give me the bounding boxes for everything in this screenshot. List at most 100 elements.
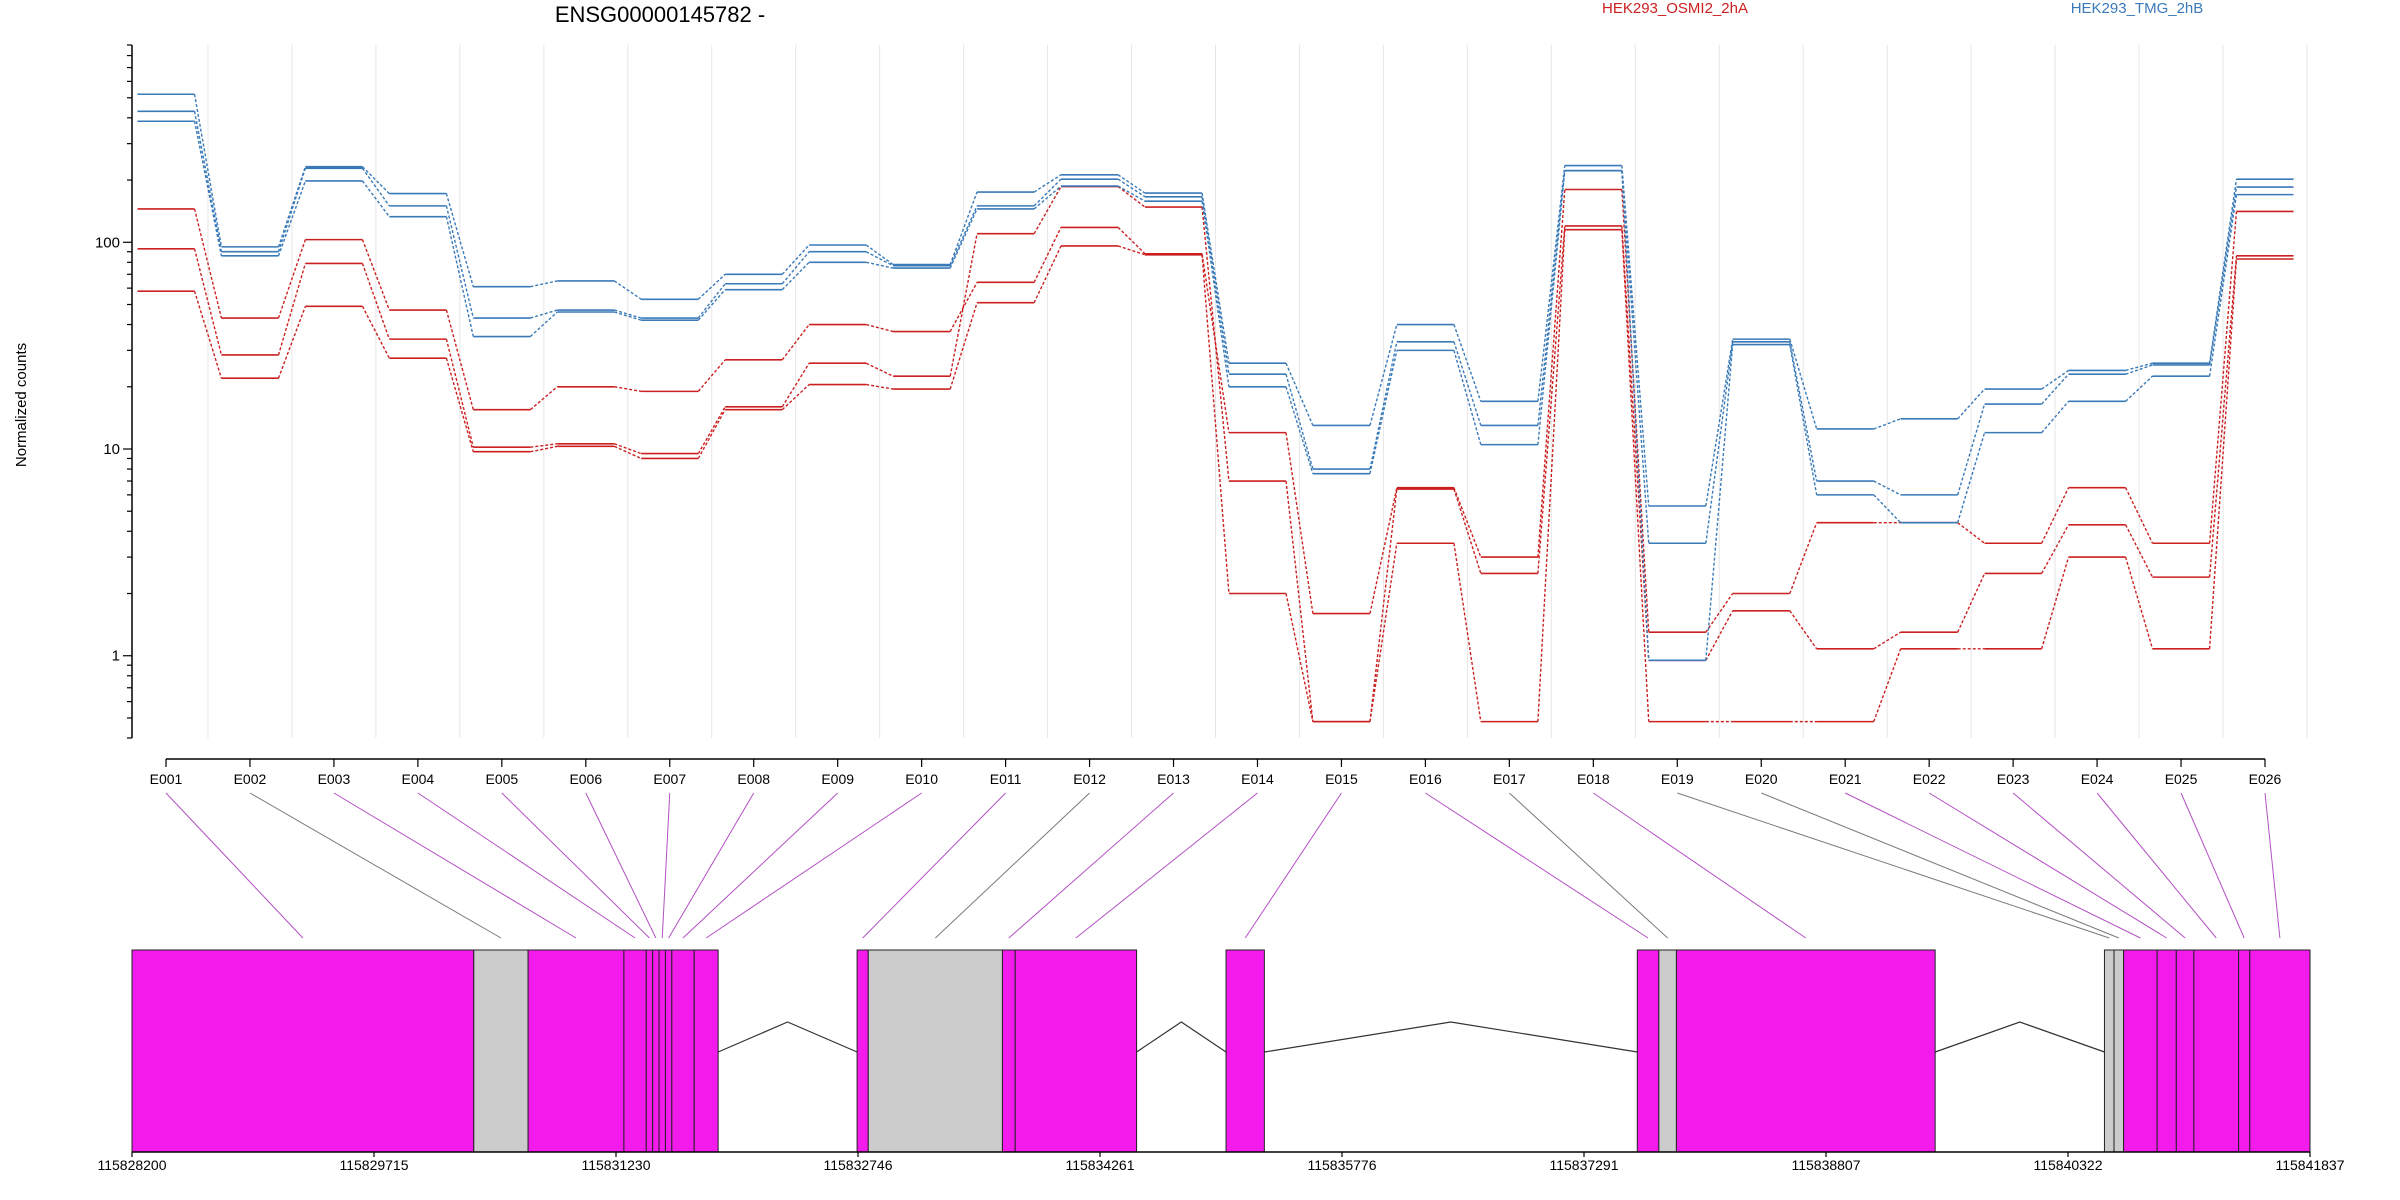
coordinate-axis: 115828200 115829715 115831230 115832746 1158… bbox=[97, 1151, 2345, 1173]
series-connector bbox=[445, 338, 474, 448]
series-connector bbox=[530, 443, 558, 448]
series-connector bbox=[781, 244, 810, 275]
connector-E001 bbox=[165, 792, 304, 939]
series-connector bbox=[2124, 556, 2154, 650]
series-connector bbox=[1453, 324, 1482, 402]
series-connector bbox=[613, 280, 642, 300]
series-connector bbox=[1117, 185, 1146, 208]
exon-bin-E018 bbox=[1675, 949, 1936, 1153]
series-connector bbox=[277, 239, 307, 319]
x-tick-label-E022: E022 bbox=[1913, 771, 1946, 787]
series-connector bbox=[949, 302, 978, 390]
coord-label: 115835776 bbox=[1307, 1157, 1376, 1173]
series-connector bbox=[1285, 480, 1314, 722]
connector-E017 bbox=[1509, 792, 1668, 939]
series-connector bbox=[1957, 522, 1985, 544]
series-connector bbox=[2208, 258, 2238, 649]
series-connector bbox=[361, 166, 390, 195]
exon-bin-E019 bbox=[2103, 949, 2115, 1153]
legend-entry-osmi2: HEK293_OSMI2_2hA bbox=[1602, 0, 1748, 17]
series-connector bbox=[1285, 362, 1314, 426]
series-connector bbox=[1873, 494, 1902, 524]
series-connector bbox=[1201, 254, 1230, 594]
exon-bin-E023 bbox=[2175, 949, 2195, 1153]
series-connector bbox=[1033, 227, 1062, 283]
series-connector bbox=[2208, 194, 2238, 377]
series-connector bbox=[193, 111, 223, 252]
x-tick-label-E026: E026 bbox=[2249, 771, 2282, 787]
series-connector bbox=[1285, 432, 1314, 614]
series-connector bbox=[697, 409, 726, 459]
series-connector bbox=[1873, 648, 1902, 722]
series-connector bbox=[1537, 170, 1566, 426]
series-connector bbox=[949, 208, 978, 269]
series-connector bbox=[1453, 543, 1482, 722]
y-tick-label: 100 bbox=[95, 234, 120, 251]
series-connector bbox=[697, 359, 726, 392]
connector-E026 bbox=[2264, 792, 2281, 939]
series-connector bbox=[1453, 487, 1482, 558]
series-connector bbox=[1705, 344, 1734, 661]
connector-E025 bbox=[2180, 792, 2245, 939]
series-connector bbox=[1201, 192, 1230, 364]
series-connector bbox=[949, 233, 978, 377]
series-connector bbox=[866, 383, 894, 390]
connector-E009 bbox=[682, 792, 839, 939]
series-connector bbox=[193, 121, 223, 256]
series-connector bbox=[1537, 229, 1566, 722]
x-tick-label-E015: E015 bbox=[1325, 771, 1358, 787]
exon-bin-E022 bbox=[2156, 949, 2177, 1153]
x-tick-label-E001: E001 bbox=[150, 771, 183, 787]
series-connector bbox=[277, 306, 307, 379]
series-connector bbox=[1201, 201, 1230, 387]
connector-E022 bbox=[1928, 792, 2167, 939]
series-connector bbox=[445, 193, 474, 287]
series-connector bbox=[949, 282, 978, 332]
series-connector bbox=[1705, 341, 1734, 544]
x-tick-label-E017: E017 bbox=[1493, 771, 1526, 787]
coord-label: 115834261 bbox=[1065, 1157, 1134, 1173]
connector-E006 bbox=[585, 792, 657, 939]
series-connector bbox=[781, 384, 810, 411]
series-connector bbox=[529, 386, 558, 411]
series-connector bbox=[193, 94, 223, 247]
series-connector bbox=[1033, 185, 1062, 210]
series-connector bbox=[1537, 165, 1566, 402]
x-tick-label-E010: E010 bbox=[905, 771, 938, 787]
connector-E008 bbox=[668, 792, 755, 939]
legend-entry-tmg: HEK293_TMG_2hB bbox=[2071, 0, 2204, 17]
connector-E013 bbox=[1008, 792, 1174, 939]
connector-E021 bbox=[1844, 792, 2141, 939]
x-tick-label-E014: E014 bbox=[1241, 771, 1274, 787]
y-tick-label: 10 bbox=[103, 441, 120, 458]
exon-bin-E009 bbox=[671, 949, 695, 1153]
x-tick-label-E003: E003 bbox=[318, 771, 351, 787]
x-tick-label-E020: E020 bbox=[1745, 771, 1778, 787]
coord-label: 115841837 bbox=[2275, 1157, 2344, 1173]
series-connector bbox=[361, 239, 390, 311]
series-connector bbox=[1789, 610, 1818, 650]
intron-3 bbox=[1264, 1021, 1638, 1053]
series-connector bbox=[1201, 207, 1230, 482]
connector-E011 bbox=[862, 792, 1006, 939]
series-connector bbox=[2041, 373, 2070, 405]
series-connector bbox=[2040, 556, 2070, 650]
x-tick-label-E002: E002 bbox=[234, 771, 267, 787]
series-connector bbox=[1117, 185, 1146, 202]
coord-label: 115831230 bbox=[581, 1157, 650, 1173]
series-connector bbox=[361, 263, 390, 340]
series-6 bbox=[137, 120, 2294, 662]
connector-E015 bbox=[1244, 792, 1342, 939]
coord-label: 115832746 bbox=[823, 1157, 892, 1173]
connector-E012 bbox=[935, 792, 1090, 939]
exon-bin-E024 bbox=[2193, 949, 2240, 1153]
connector-E019 bbox=[1677, 792, 2110, 939]
intron-1 bbox=[717, 1021, 858, 1053]
series-connector bbox=[781, 261, 810, 291]
exon-bin-E016 bbox=[1636, 949, 1660, 1153]
series-connector bbox=[1705, 593, 1734, 633]
series-connector bbox=[1117, 178, 1146, 198]
series-connector bbox=[2041, 487, 2070, 544]
series-connector bbox=[866, 261, 894, 269]
coord-label: 115840322 bbox=[2033, 1157, 2102, 1173]
